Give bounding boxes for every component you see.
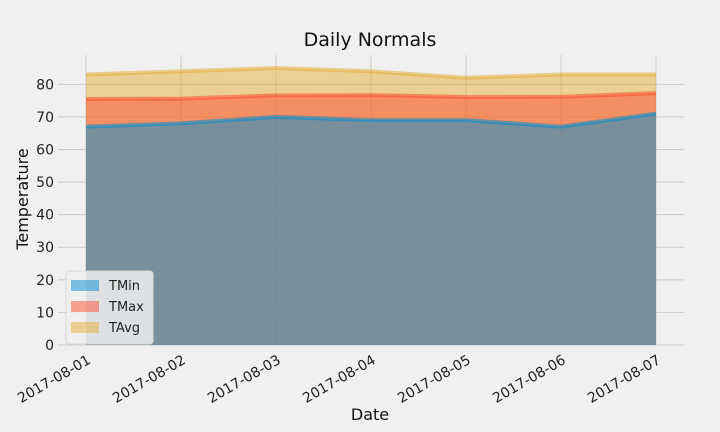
y-axis-label: Temperature xyxy=(13,148,32,250)
y-tick-label: 70 xyxy=(36,110,54,126)
y-tick-label: 30 xyxy=(36,240,54,256)
plot-areas xyxy=(85,66,657,346)
y-tick-label: 50 xyxy=(36,175,54,191)
legend-label-tmax: TMax xyxy=(108,300,144,315)
y-tick-label: 80 xyxy=(36,77,54,93)
legend: TMin TMax TAvg xyxy=(65,270,154,345)
y-tick-label: 0 xyxy=(45,338,54,354)
legend-label-tmin: TMin xyxy=(108,279,140,294)
y-tick-label: 10 xyxy=(36,305,54,321)
legend-swatch-tavg xyxy=(71,322,99,333)
chart-title: Daily Normals xyxy=(304,29,437,51)
legend-swatch-tmin xyxy=(71,280,99,291)
y-tick-label: 20 xyxy=(36,273,54,289)
y-tick-label: 60 xyxy=(36,142,54,158)
legend-swatch-tmax xyxy=(71,301,99,312)
y-tick-label: 40 xyxy=(36,208,54,224)
legend-label-tavg: TAvg xyxy=(108,321,140,336)
x-axis-label: Date xyxy=(351,405,389,424)
area-tmin xyxy=(86,113,656,345)
